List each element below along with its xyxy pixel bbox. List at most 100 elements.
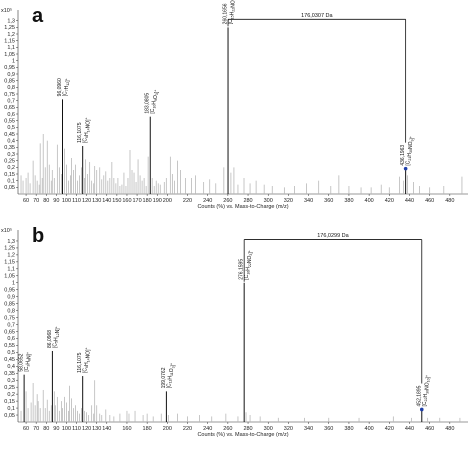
y-tick-label: 0,5	[7, 350, 15, 356]
y-tick-label: 0,6	[7, 112, 15, 118]
y-tick-label: 1	[12, 58, 15, 64]
neutral-loss-label: 176,0299 Da	[317, 233, 349, 239]
y-tick-label: 0,5	[7, 125, 15, 131]
panel-label: b	[32, 225, 44, 247]
peak-mz-label: 452,1895	[416, 385, 422, 406]
peak-formula-label: [C15H22NO3]+	[228, 0, 238, 24]
x-tick-label: 140	[102, 426, 111, 432]
x-tick-label: 280	[243, 426, 252, 432]
y-tick-label: 0,75	[4, 92, 15, 98]
y-tick-label: 1,25	[4, 246, 15, 252]
x-tick-label: 320	[284, 198, 293, 204]
x-axis-title: Counts (%) vs. Mass-to-Charge (m/z)	[197, 204, 288, 210]
y-tick-label: 0,65	[4, 329, 15, 335]
x-tick-label: 170	[132, 198, 141, 204]
y-tick-label: 0,4	[7, 364, 15, 370]
peak-mz-label: 436,1963	[400, 145, 406, 166]
y-tick-label: 0,3	[7, 152, 15, 158]
x-tick-label: 360	[324, 426, 333, 432]
y-tick-label: 0,1	[7, 178, 15, 184]
y-tick-label: 0,25	[4, 158, 15, 164]
x-tick-label: 180	[143, 426, 152, 432]
y-scale-label: x10⁵	[1, 7, 12, 14]
x-tick-label: 340	[304, 426, 313, 432]
x-tick-label: 400	[365, 198, 374, 204]
y-tick-label: 1,25	[4, 25, 15, 31]
x-tick-label: 140	[102, 198, 111, 204]
y-tick-label: 1,1	[7, 45, 15, 51]
peak-formula-label: [C6H14NO]+	[83, 117, 92, 143]
x-tick-label: 110	[72, 426, 81, 432]
x-tick-label: 180	[143, 198, 152, 204]
x-tick-label: 160	[122, 198, 131, 204]
y-tick-label: 1,3	[7, 239, 15, 245]
x-tick-label: 440	[405, 198, 414, 204]
x-axis-title: Counts (%) vs. Mass-to-Charge (m/z)	[197, 432, 288, 438]
x-tick-label: 240	[203, 426, 212, 432]
x-tick-label: 260	[223, 426, 232, 432]
peak-formula-label: [C5H12N]+	[52, 326, 61, 348]
y-tick-label: 0,25	[4, 385, 15, 391]
peak-formula-label: [C3H8N]+	[24, 352, 33, 372]
peak-mz-label: 96,0960	[57, 78, 63, 96]
x-tick-label: 70	[33, 426, 39, 432]
peak-mz-label: 199,0762	[161, 367, 167, 388]
precursor-marker	[419, 407, 424, 412]
peak-mz-label: 116,1075	[77, 352, 83, 373]
y-tick-label: 0,9	[7, 294, 15, 300]
x-tick-label: 200	[163, 426, 172, 432]
x-tick-label: 90	[53, 426, 59, 432]
x-tick-label: 420	[385, 198, 394, 204]
y-tick-label: 0,15	[4, 172, 15, 178]
y-tick-label: 0,05	[4, 413, 15, 419]
y-tick-label: 0,55	[4, 343, 15, 349]
x-tick-label: 380	[344, 198, 353, 204]
y-tick-label: 0,2	[7, 392, 15, 398]
x-tick-label: 80	[43, 426, 49, 432]
y-tick-label: 0,55	[4, 118, 15, 124]
peak-formula-label: [C21H30NO9]+	[406, 136, 416, 166]
spectrum-panel-a: ax10⁵0,050,10,150,20,250,30,350,40,450,5…	[1, 0, 468, 210]
x-tick-label: 100	[62, 426, 71, 432]
peak-mz-label: 183,0805	[145, 93, 151, 114]
y-tick-label: 1,15	[4, 260, 15, 266]
y-tick-label: 0,2	[7, 165, 15, 171]
x-tick-label: 460	[425, 198, 434, 204]
x-tick-label: 260	[223, 198, 232, 204]
y-tick-label: 0,9	[7, 72, 15, 78]
y-tick-label: 1,2	[7, 32, 15, 38]
x-tick-label: 150	[112, 198, 121, 204]
x-tick-label: 280	[243, 198, 252, 204]
y-tick-label: 0,65	[4, 105, 15, 111]
x-tick-label: 130	[92, 426, 101, 432]
x-tick-label: 440	[405, 426, 414, 432]
panel-label: a	[32, 5, 44, 27]
y-tick-label: 1	[12, 281, 15, 287]
x-tick-label: 110	[72, 198, 81, 204]
x-tick-label: 90	[53, 198, 59, 204]
x-tick-label: 60	[23, 198, 29, 204]
y-tick-label: 0,35	[4, 371, 15, 377]
x-tick-label: 360	[324, 198, 333, 204]
x-tick-label: 340	[304, 198, 313, 204]
x-tick-label: 480	[445, 198, 454, 204]
x-tick-label: 380	[344, 426, 353, 432]
x-tick-label: 100	[62, 198, 71, 204]
y-tick-label: 1,05	[4, 274, 15, 280]
y-tick-label: 0,7	[7, 98, 15, 104]
x-tick-label: 130	[92, 198, 101, 204]
y-tick-label: 0,95	[4, 65, 15, 71]
x-tick-label: 220	[183, 426, 192, 432]
y-tick-label: 1,3	[7, 18, 15, 24]
y-tick-label: 1,15	[4, 38, 15, 44]
x-tick-label: 120	[82, 426, 91, 432]
peak-formula-label: [C11H11O3]+	[166, 363, 176, 388]
peak-formula-label: [C10H9O3]+	[150, 90, 160, 114]
y-tick-label: 0,85	[4, 78, 15, 84]
x-tick-label: 300	[264, 198, 273, 204]
peak-mz-label: 58,0652	[19, 353, 25, 371]
y-tick-label: 0,85	[4, 301, 15, 307]
y-tick-label: 0,4	[7, 138, 15, 144]
y-tick-label: 1,05	[4, 52, 15, 58]
